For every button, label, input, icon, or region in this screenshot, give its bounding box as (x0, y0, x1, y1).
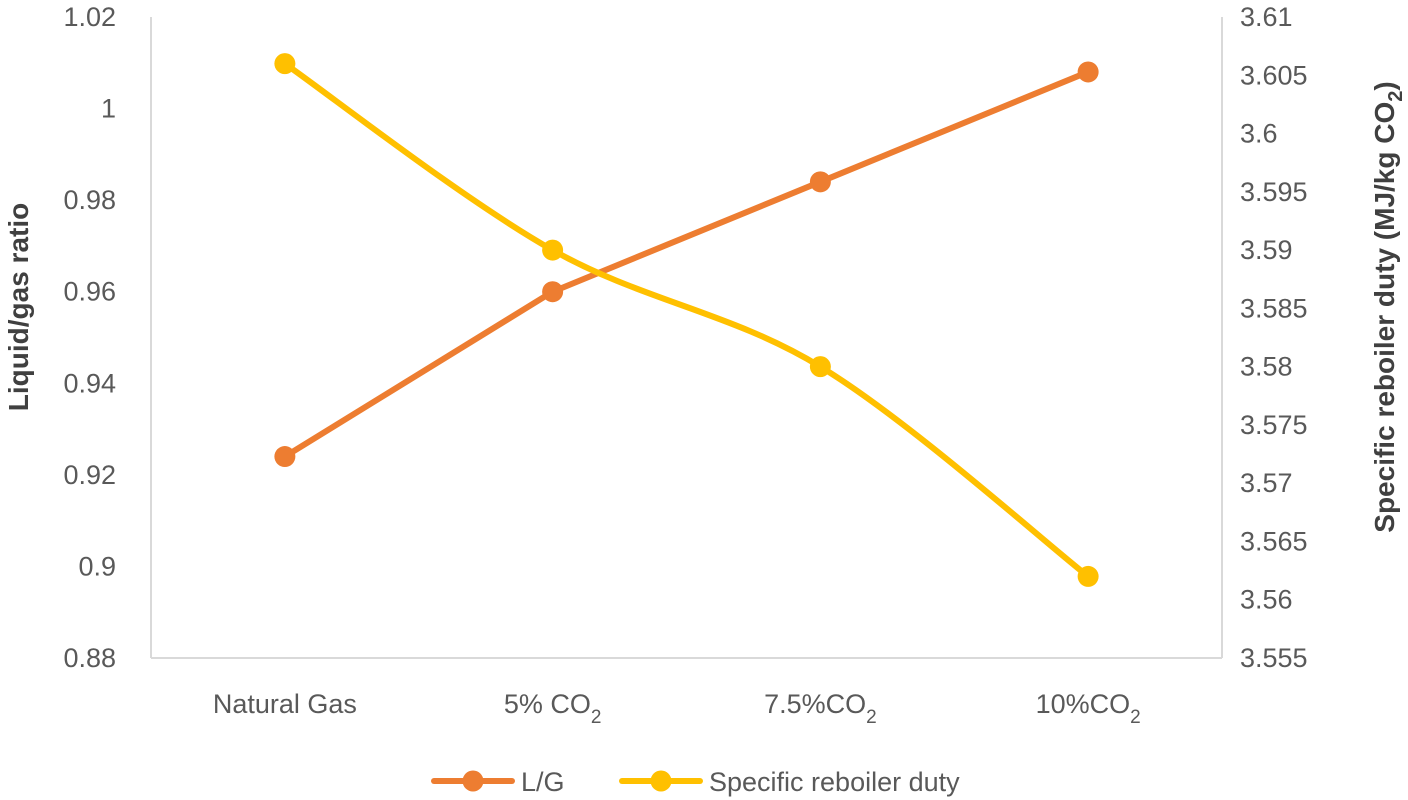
left-tick-label: 1 (101, 94, 116, 124)
data-point-specific-reboiler-duty[interactable] (809, 356, 831, 378)
right-tick-label: 3.61 (1240, 2, 1293, 32)
series-specific-reboiler-duty (274, 53, 1099, 587)
right-tick-label: 3.565 (1240, 526, 1308, 556)
right-axis-title: Specific reboiler duty (MJ/kg CO2) (1369, 81, 1407, 532)
right-tick-label: 3.58 (1240, 352, 1293, 382)
left-tick-label: 0.98 (63, 185, 116, 215)
category-tick-label: 10%CO2 (1036, 689, 1141, 728)
data-point-specific-reboiler-duty[interactable] (542, 239, 564, 261)
right-tick-label: 3.575 (1240, 410, 1308, 440)
category-tick-label: 7.5%CO2 (764, 689, 877, 728)
legend-label-lg: L/G (521, 767, 565, 797)
left-tick-label: 1.02 (63, 2, 116, 32)
series-line-specific-reboiler-duty (281, 60, 1092, 580)
legend-label-specific-reboiler-duty: Specific reboiler duty (709, 767, 960, 797)
category-axis-ticks: Natural Gas 5% CO2 7.5%CO2 10%CO2 (213, 689, 1141, 728)
right-tick-label: 3.57 (1240, 468, 1293, 498)
right-tick-label: 3.595 (1240, 177, 1308, 207)
series (274, 53, 1099, 587)
category-tick-label: Natural Gas (213, 689, 357, 719)
right-axis-title-main: Specific reboiler duty (MJ/kg CO (1369, 102, 1400, 533)
data-point-l-g[interactable] (542, 281, 564, 303)
legend-marker-specific-reboiler-duty (650, 770, 672, 792)
right-tick-label: 3.56 (1240, 585, 1293, 615)
right-axis-ticks: 3.555 3.56 3.565 3.57 3.575 3.58 3.585 3.59 3.59… (1240, 2, 1308, 673)
left-tick-label: 0.9 (78, 551, 116, 581)
axes (150, 17, 1223, 659)
left-tick-label: 0.88 (63, 643, 116, 673)
right-axis-title-subscript: 2 (1385, 91, 1407, 102)
right-tick-label: 3.555 (1240, 643, 1308, 673)
data-point-specific-reboiler-duty[interactable] (1077, 565, 1099, 587)
series-l-g (274, 61, 1099, 468)
right-tick-label: 3.605 (1240, 60, 1308, 90)
category-tick-label: 5% CO2 (504, 689, 602, 728)
left-tick-label: 0.92 (63, 460, 116, 490)
legend: L/G Specific reboiler duty (431, 767, 960, 797)
data-point-l-g[interactable] (809, 171, 831, 193)
data-point-specific-reboiler-duty[interactable] (274, 53, 296, 75)
data-point-l-g[interactable] (274, 446, 296, 468)
right-tick-label: 3.585 (1240, 293, 1308, 323)
left-tick-label: 0.94 (63, 368, 116, 398)
right-tick-label: 3.59 (1240, 235, 1293, 265)
legend-item-lg[interactable]: L/G (431, 767, 565, 797)
left-tick-label: 0.96 (63, 277, 116, 307)
left-axis-ticks: 0.88 0.9 0.92 0.94 0.96 0.98 1 1.02 (63, 2, 116, 673)
legend-marker-lg (462, 770, 484, 792)
legend-item-specific-reboiler-duty[interactable]: Specific reboiler duty (619, 767, 960, 797)
right-tick-label: 3.6 (1240, 119, 1278, 149)
left-axis-title: Liquid/gas ratio (3, 203, 34, 411)
data-point-l-g[interactable] (1077, 61, 1099, 83)
series-line-l-g (281, 68, 1092, 460)
right-axis-title-end: ) (1369, 81, 1400, 90)
